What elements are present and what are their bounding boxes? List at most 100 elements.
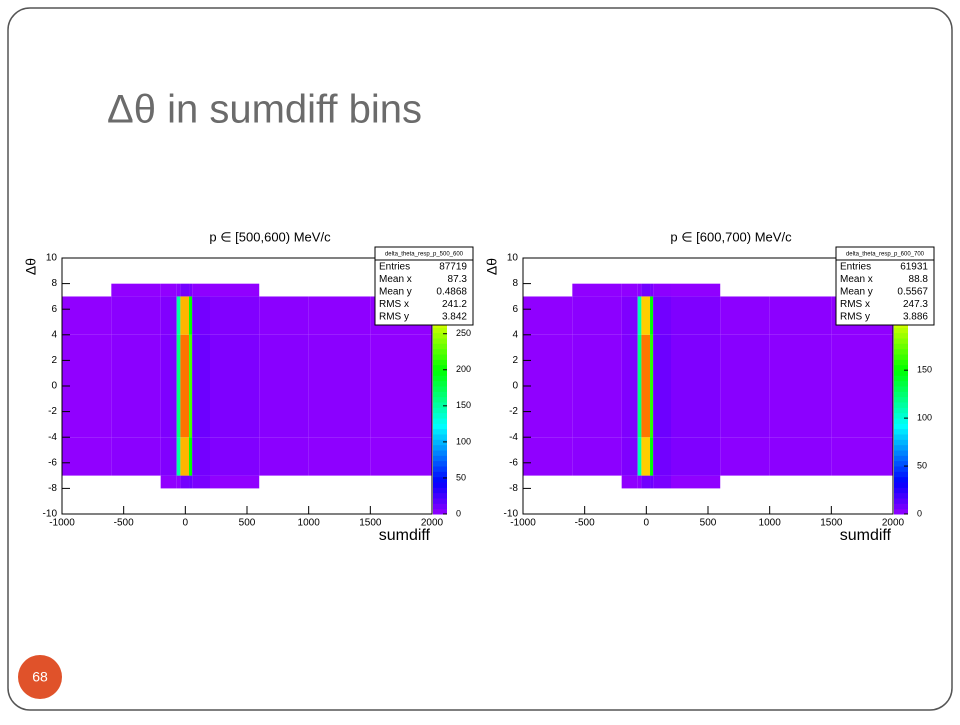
- heatmap-cell: [653, 437, 671, 476]
- y-tick-label: -2: [509, 406, 518, 417]
- heatmap-cell: [62, 437, 112, 476]
- stats-label: RMS x: [379, 299, 409, 310]
- heatmap-cell: [769, 334, 832, 386]
- color-bar-step: [894, 407, 908, 414]
- heatmap-cell: [523, 475, 573, 489]
- color-bar-step: [433, 348, 447, 355]
- y-tick-label: -4: [48, 432, 57, 443]
- heatmap-cell: [111, 437, 161, 476]
- heatmap-cell: [572, 283, 622, 297]
- heatmap-cell: [192, 258, 210, 284]
- y-tick-label: 8: [51, 278, 57, 289]
- z-tick-label: 100: [917, 412, 932, 422]
- heatmap-cell: [831, 386, 893, 438]
- heatmap-cell: [180, 386, 190, 438]
- heatmap-cell: [572, 334, 622, 386]
- heatmap-cell: [720, 437, 770, 476]
- color-bar-step: [433, 370, 447, 376]
- z-tick-label: 150: [456, 400, 471, 410]
- heatmap-cell: [111, 386, 161, 438]
- color-bar-step: [894, 359, 908, 366]
- heatmap-cell: [111, 283, 161, 297]
- heatmap-cell: [650, 334, 654, 386]
- heatmap-cell: [637, 437, 642, 476]
- heatmap-cell: [769, 296, 832, 335]
- x-tick-label: 2000: [882, 518, 905, 529]
- slide-title: Δθ in sumdiff bins: [107, 88, 422, 132]
- heatmap-cell: [653, 386, 671, 438]
- heatmap-cell: [720, 334, 770, 386]
- heatmap-cell: [160, 386, 177, 438]
- y-tick-label: -6: [509, 457, 518, 468]
- page-badge: [18, 655, 62, 699]
- stats-value: 247.3: [903, 299, 928, 310]
- heatmap-cell: [720, 475, 770, 489]
- y-axis-label: Δθ: [23, 258, 39, 275]
- color-bar-step: [894, 418, 908, 424]
- heatmap-cell: [160, 258, 177, 284]
- color-bar-step: [894, 370, 908, 376]
- color-bar-step: [894, 487, 908, 494]
- heatmap-cell: [62, 334, 112, 386]
- heatmap-cell: [641, 475, 651, 489]
- y-tick-label: 10: [46, 253, 58, 264]
- stats-name: delta_theta_resp_p_600_700: [846, 252, 925, 258]
- stats-label: Entries: [379, 262, 410, 273]
- heatmap-cell: [308, 334, 371, 386]
- heatmap-cell: [189, 475, 193, 489]
- x-tick-label: -500: [114, 518, 134, 529]
- x-tick-label: 1000: [298, 518, 321, 529]
- y-tick-label: -2: [48, 406, 57, 417]
- color-bar-step: [433, 343, 447, 350]
- stats-label: RMS y: [840, 312, 870, 323]
- heatmap-cell: [160, 475, 177, 489]
- color-bar-step: [894, 428, 908, 435]
- stats-value: 87719: [439, 262, 467, 273]
- heatmap-cell: [641, 296, 651, 335]
- color-bar-step: [894, 444, 908, 451]
- y-tick-label: 0: [51, 381, 57, 392]
- color-bar-step: [894, 482, 908, 488]
- color-bar-step: [433, 418, 447, 424]
- heatmap-cell: [370, 488, 432, 514]
- stats-value: 0.5567: [897, 287, 928, 298]
- color-bar-step: [433, 476, 447, 483]
- y-tick-label: -8: [48, 483, 57, 494]
- heatmap-cell: [189, 334, 193, 386]
- color-bar-step: [433, 455, 447, 462]
- y-tick-label: -10: [43, 509, 58, 520]
- heatmap-cell: [637, 475, 642, 489]
- stats-label: Mean x: [840, 274, 873, 285]
- color-bar-step: [894, 508, 908, 515]
- x-tick-label: 500: [239, 518, 256, 529]
- color-bar-step: [894, 423, 908, 430]
- x-tick-label: -500: [575, 518, 595, 529]
- color-bar-step: [433, 423, 447, 430]
- heatmap-cell: [621, 488, 638, 514]
- heatmap-cell: [621, 283, 638, 297]
- heatmap-cell: [210, 488, 260, 514]
- heatmap-cell: [831, 334, 893, 386]
- x-tick-label: 0: [644, 518, 650, 529]
- heatmap-cell: [176, 475, 181, 489]
- heatmap-cell: [189, 296, 193, 335]
- heatmap-cell: [176, 296, 181, 335]
- y-tick-label: 6: [512, 304, 518, 315]
- heatmap-cell: [637, 386, 642, 438]
- x-tick-label: 500: [700, 518, 717, 529]
- color-bar-step: [894, 375, 908, 382]
- stats-value: 241.2: [442, 299, 467, 310]
- color-bar-step: [433, 354, 447, 360]
- x-tick-label: 1500: [820, 518, 843, 529]
- heatmap-cell: [831, 437, 893, 476]
- heatmap-cell: [637, 334, 642, 386]
- heatmap-cell: [653, 488, 671, 514]
- heatmap-cell: [308, 437, 371, 476]
- heatmap-cell: [192, 334, 210, 386]
- heatmap-cell: [572, 386, 622, 438]
- heatmap-cell: [180, 258, 190, 284]
- heatmap-cell: [210, 386, 260, 438]
- heatmap-cell: [176, 258, 181, 284]
- z-tick-label: 0: [456, 508, 461, 518]
